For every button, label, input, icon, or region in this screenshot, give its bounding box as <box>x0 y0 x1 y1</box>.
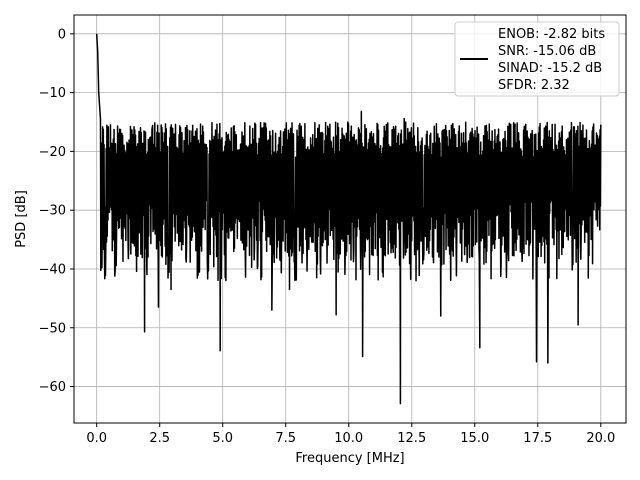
y-tick-label: −40 <box>39 262 66 277</box>
x-tick-label: 2.5 <box>149 431 170 446</box>
x-axis-label: Frequency [MHz] <box>295 451 404 466</box>
y-tick-label: −20 <box>39 145 66 160</box>
legend-entry-enob: ENOB: -2.82 bits <box>498 27 605 42</box>
psd-series-line <box>95 33 602 405</box>
y-tick-label: −10 <box>39 86 66 101</box>
y-axis: 0 −10 −20 −30 −40 −50 −60 <box>39 27 74 395</box>
x-tick-label: 20.0 <box>586 431 615 446</box>
x-tick-label: 5.0 <box>212 431 233 446</box>
y-tick-label: −60 <box>39 380 66 395</box>
legend: ENOB: -2.82 bits SNR: -15.06 dB SINAD: -… <box>454 21 620 97</box>
legend-entry-snr: SNR: -15.06 dB <box>498 44 596 59</box>
x-tick-label: 12.5 <box>397 431 426 446</box>
y-tick-label: −30 <box>39 204 66 219</box>
x-tick-label: 10.0 <box>334 431 363 446</box>
x-tick-label: 17.5 <box>523 431 552 446</box>
x-tick-label: 7.5 <box>275 431 296 446</box>
legend-box <box>454 21 620 97</box>
x-axis: 0.0 2.5 5.0 7.5 10.0 12.5 15.0 17.5 20.0 <box>86 423 615 446</box>
legend-entry-sinad: SINAD: -15.2 dB <box>498 61 602 76</box>
x-tick-label: 0.0 <box>86 431 107 446</box>
legend-entry-sfdr: SFDR: 2.32 <box>498 78 570 93</box>
y-axis-label: PSD [dB] <box>14 190 29 248</box>
plot-frame <box>73 14 627 424</box>
y-tick-label: −50 <box>39 321 66 336</box>
x-tick-label: 15.0 <box>460 431 489 446</box>
series-layer <box>95 33 602 405</box>
y-tick-label: 0 <box>58 27 66 42</box>
